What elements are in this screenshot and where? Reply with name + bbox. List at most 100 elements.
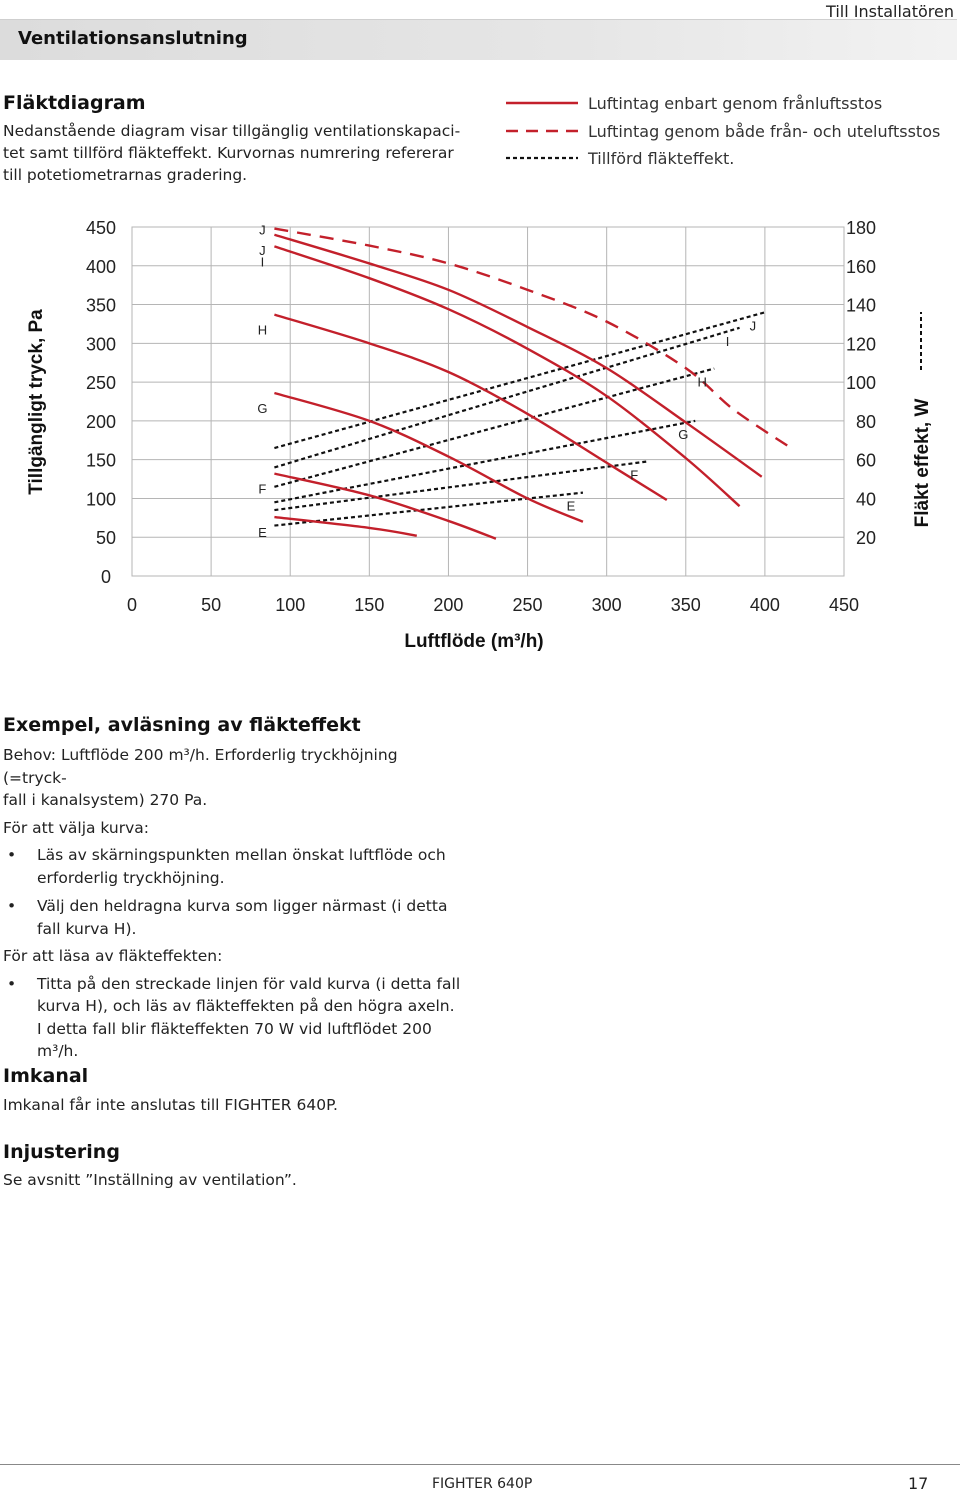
list-item-line: Välj den heldragna kurva som ligger närm… [37, 897, 448, 915]
curve-label-solid-F: F [258, 482, 266, 497]
y-axis-label-right: Fläkt effekt, W [912, 399, 933, 528]
y-tick-label-right: 160 [846, 257, 876, 277]
imkanal-heading: Imkanal [3, 1065, 89, 1087]
y-tick-label-right: 120 [846, 334, 876, 354]
pressure-curve-solid-H [274, 313, 668, 502]
power-line-E [274, 491, 584, 527]
curve-label-solid-I: I [261, 254, 265, 269]
y-tick-label-right: 60 [856, 451, 876, 471]
power-line-label-E: E [567, 499, 576, 514]
intro-line: tet samt tillförd fläkteffekt. Kurvornas… [3, 144, 454, 162]
fan-diagram-intro: Nedanstående diagram visar tillgänglig v… [3, 120, 473, 186]
y-tick-label-left: 150 [86, 451, 116, 471]
list-item-line: fall kurva H). [37, 919, 137, 938]
curve-label-solid-E: E [258, 525, 267, 540]
x-tick-label: 300 [592, 595, 622, 615]
example-bullets-read: • Titta på den streckade linjen för vald… [3, 973, 463, 1063]
example-heading: Exempel, avläsning av fläkteffekt [3, 714, 361, 736]
chart-grid [131, 226, 845, 577]
x-tick-label: 200 [433, 595, 463, 615]
pressure-curve-solid-E [274, 515, 417, 537]
x-tick-label: 450 [829, 595, 859, 615]
chart-legend: Luftintag enbart genom frånluftsstos Luf… [504, 92, 954, 172]
power-line-G [274, 419, 696, 504]
y-tick-label-left: 350 [86, 296, 116, 316]
curve-label-dashed-J: J [259, 223, 266, 238]
x-tick-label: 150 [354, 595, 384, 615]
power-line-label-I: I [726, 334, 730, 349]
curve-label-solid-J: J [259, 243, 266, 258]
intro-line: till potetiometrarnas gradering. [3, 166, 248, 184]
y-tick-label-right: 100 [846, 373, 876, 393]
y-axis-label-left: Tillgängligt tryck, Pa [26, 309, 47, 495]
power-line-J [274, 311, 766, 450]
chart-series [274, 227, 790, 540]
list-item-line: Läs av skärningspunkten mellan önskat lu… [37, 846, 446, 864]
example-lead-read: För att läsa av fläkteffekten: [3, 947, 223, 965]
y-tick-label-left: 400 [86, 257, 116, 277]
y-tick-label-right: 80 [856, 412, 876, 432]
x-tick-label: 250 [513, 595, 543, 615]
section-header-band [0, 19, 957, 60]
plot-frame [131, 226, 845, 577]
list-item-line: erforderlig tryckhöjning. [37, 868, 225, 887]
list-item-line: I detta fall blir fläkteffekten 70 W vid… [37, 1019, 432, 1038]
pressure-curve-solid-G [274, 391, 584, 523]
x-tick-label: 400 [750, 595, 780, 615]
x-tick-label: 100 [275, 595, 305, 615]
intro-line: Nedanstående diagram visar tillgänglig v… [3, 122, 461, 140]
power-line-I [274, 326, 740, 469]
y-tick-label-left: 200 [86, 412, 116, 432]
list-item-line: kurva H), och läs av fläkteffekten på de… [37, 997, 455, 1015]
power-line-label-J: J [750, 318, 757, 333]
list-item: • Välj den heldragna kurva som ligger nä… [3, 895, 463, 940]
pressure-curve-solid-F [274, 472, 497, 540]
pressure-curve-solid-J [274, 233, 763, 478]
pressure-curve-dashed-J [274, 227, 790, 448]
section-tab-label: Till Installatören [826, 2, 954, 21]
list-item-line: m³/h. [37, 1042, 79, 1060]
list-item: • Läs av skärningspunkten mellan önskat … [3, 844, 463, 889]
list-item: • Titta på den streckade linjen för vald… [3, 973, 463, 1063]
y-tick-label-right: 140 [846, 296, 876, 316]
y-tick-label-left: 300 [86, 334, 116, 354]
x-tick-label: 350 [671, 595, 701, 615]
legend-swatches [506, 101, 578, 160]
fan-diagram-heading: Fläktdiagram [3, 92, 146, 114]
y-tick-label-left: 450 [86, 218, 116, 238]
y-tick-label-right: 20 [856, 528, 876, 548]
pressure-curve-solid-I [274, 245, 741, 508]
example-bullets-choose: • Läs av skärningspunkten mellan önskat … [3, 844, 463, 940]
list-item-line: Titta på den streckade linjen för vald k… [37, 974, 461, 993]
legend-label-dashed: Luftintag genom både från- och uteluftss… [588, 122, 941, 141]
footer-product-name: FIGHTER 640P [432, 1476, 533, 1492]
x-tick-label: 50 [201, 595, 221, 615]
example-line: Behov: Luftflöde 200 m³/h. Erforderlig t… [3, 746, 398, 787]
injustering-heading: Injustering [3, 1141, 120, 1163]
legend-label-dotted: Tillförd fläkteffekt. [588, 149, 735, 168]
legend-label-solid: Luftintag enbart genom frånluftsstos [588, 94, 883, 113]
power-line-H [274, 367, 715, 488]
curve-label-solid-H: H [258, 323, 267, 338]
power-line-label-G: G [678, 427, 688, 442]
y-tick-label-left: 0 [101, 567, 111, 587]
x-axis-label: Luftflöde (m³/h) [404, 631, 543, 652]
example-body: Behov: Luftflöde 200 m³/h. Erforderlig t… [3, 744, 463, 1063]
y-tick-label-left: 100 [86, 489, 116, 509]
y-tick-label-right: 180 [846, 218, 876, 238]
power-line-label-F: F [630, 468, 638, 483]
power-line-label-H: H [698, 375, 707, 390]
curve-label-solid-G: G [257, 401, 267, 416]
page-number: 17 [908, 1474, 929, 1493]
y-tick-label-left: 250 [86, 373, 116, 393]
example-line: fall i kanalsystem) 270 Pa. [3, 791, 208, 809]
fan-diagram-chart: 0 50 100 150 200 250 300 350 400 450 20 40 60 80 100 12… [26, 218, 933, 652]
example-lead-choose: För att välja kurva: [3, 818, 150, 837]
y-tick-label-right: 40 [856, 489, 876, 509]
section-title: Ventilationsanslutning [18, 28, 248, 49]
imkanal-text: Imkanal får inte anslutas till FIGHTER 6… [3, 1096, 338, 1114]
axis-tick-labels: 0 50 100 150 200 250 300 350 400 450 20 40 60 80 100 12… [86, 218, 876, 615]
injustering-text: Se avsnitt ”Inställning av ventilation”. [3, 1171, 297, 1189]
y-tick-label-left: 50 [96, 528, 116, 548]
